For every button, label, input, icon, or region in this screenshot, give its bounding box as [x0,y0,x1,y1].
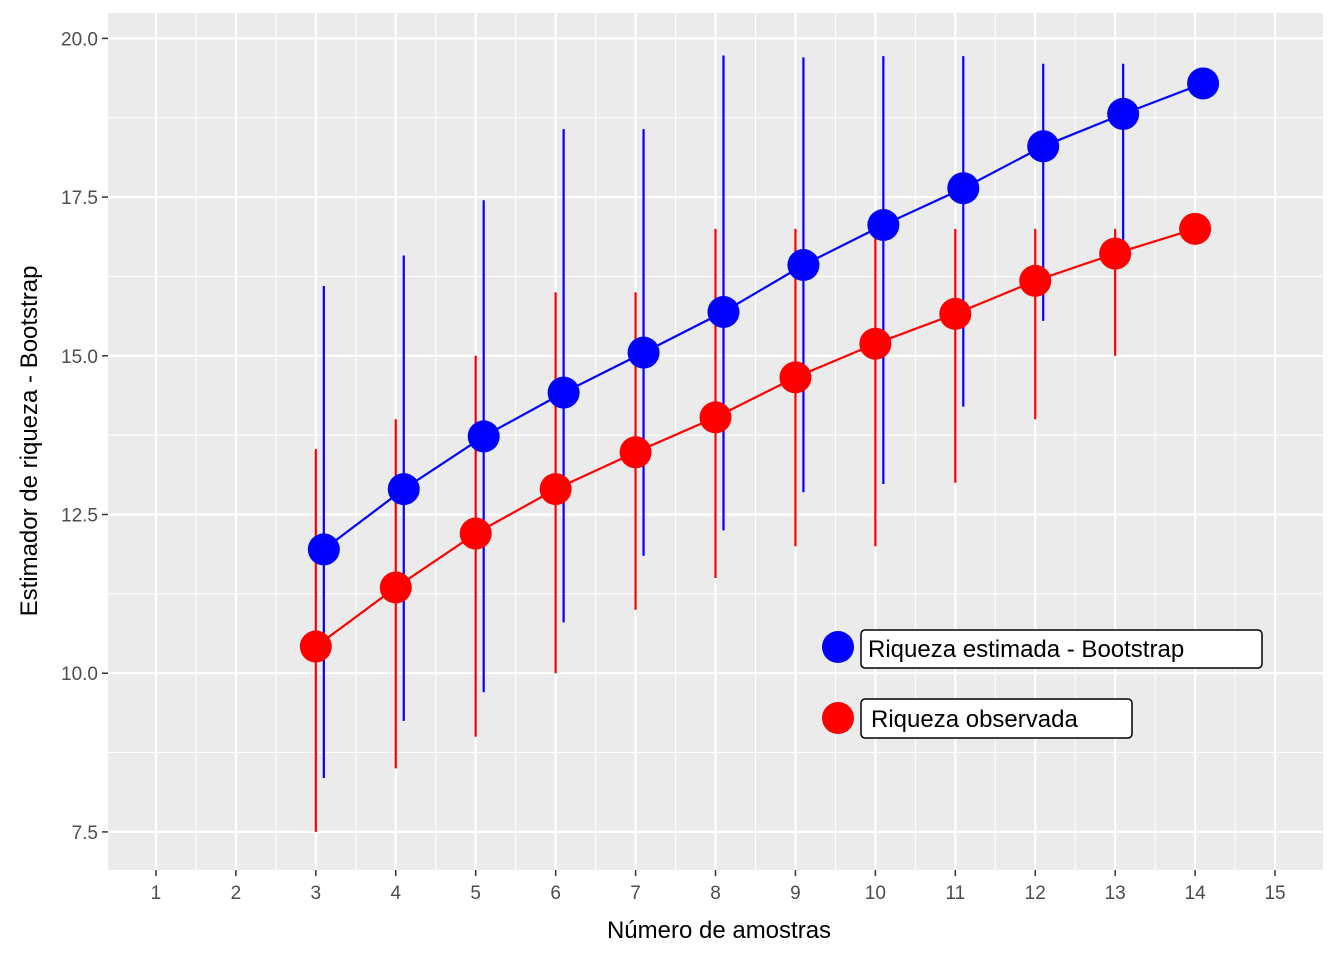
axis-ticks [102,37,1276,876]
y-tick-labels: 7.5 10.0 12.5 15.0 17.5 20.0 [61,29,98,844]
data-point-estimated [707,295,740,328]
data-point-estimated [627,336,660,369]
legend-label-estimated: Riqueza estimada - Bootstrap [868,636,1184,663]
legend-key-estimated [822,631,854,663]
data-point-observed [1019,264,1052,297]
legend-label-box-estimated [860,629,1263,669]
data-point-estimated [947,172,980,205]
x-tick-label: 7 [630,883,641,904]
x-tick-label: 9 [790,883,801,904]
y-tick-label: 20.0 [61,29,98,50]
x-tick-label: 12 [1025,883,1046,904]
legend-label-box-observed [860,698,1133,739]
y-tick-label: 17.5 [61,188,98,209]
data-point-estimated [1187,67,1220,100]
data-point-observed [299,630,332,663]
data-point-observed [1179,212,1212,245]
data-point-observed [539,473,572,506]
data-point-observed [619,436,652,469]
x-tick-label: 1 [151,883,162,904]
y-tick-label: 7.5 [72,823,98,844]
y-tick-label: 15.0 [61,347,98,368]
x-tick-label: 10 [865,883,886,904]
x-tick-label: 4 [390,883,401,904]
y-axis-title: Estimador de riqueza - Bootstrap [16,266,43,617]
x-tick-labels: 1 2 3 4 5 6 7 8 9 10 11 12 13 14 15 [151,883,1286,904]
x-tick-label: 14 [1185,883,1207,904]
legend: Riqueza estimada - Bootstrap Riqueza obs… [822,629,1263,739]
data-point-observed [939,297,972,330]
legend-label-observed: Riqueza observada [871,706,1078,733]
legend-item-estimated: Riqueza estimada - Bootstrap [822,629,1263,669]
x-tick-label: 2 [231,883,242,904]
legend-item-observed: Riqueza observada [822,698,1133,739]
legend-key-observed [822,702,854,734]
data-point-estimated [867,209,900,242]
data-point-observed [459,517,492,550]
data-point-estimated [547,376,580,409]
y-tick-label: 12.5 [61,506,98,527]
data-point-estimated [1107,97,1140,130]
x-tick-label: 5 [470,883,481,904]
data-point-estimated [467,420,500,453]
x-tick-label: 13 [1105,883,1126,904]
data-point-observed [1099,237,1132,270]
x-tick-label: 8 [710,883,721,904]
x-tick-label: 6 [550,883,561,904]
x-axis-title: Número de amostras [607,917,831,944]
series-points [299,67,1220,663]
x-tick-label: 3 [311,883,322,904]
data-point-observed [859,327,892,360]
data-point-estimated [387,473,420,506]
data-point-observed [699,401,732,434]
y-tick-label: 10.0 [61,664,98,685]
data-point-estimated [307,533,340,566]
data-point-observed [379,571,412,604]
data-point-estimated [1027,130,1060,163]
x-tick-label: 15 [1264,883,1285,904]
data-point-observed [779,361,812,394]
data-point-estimated [787,249,820,282]
x-tick-label: 11 [945,883,965,904]
